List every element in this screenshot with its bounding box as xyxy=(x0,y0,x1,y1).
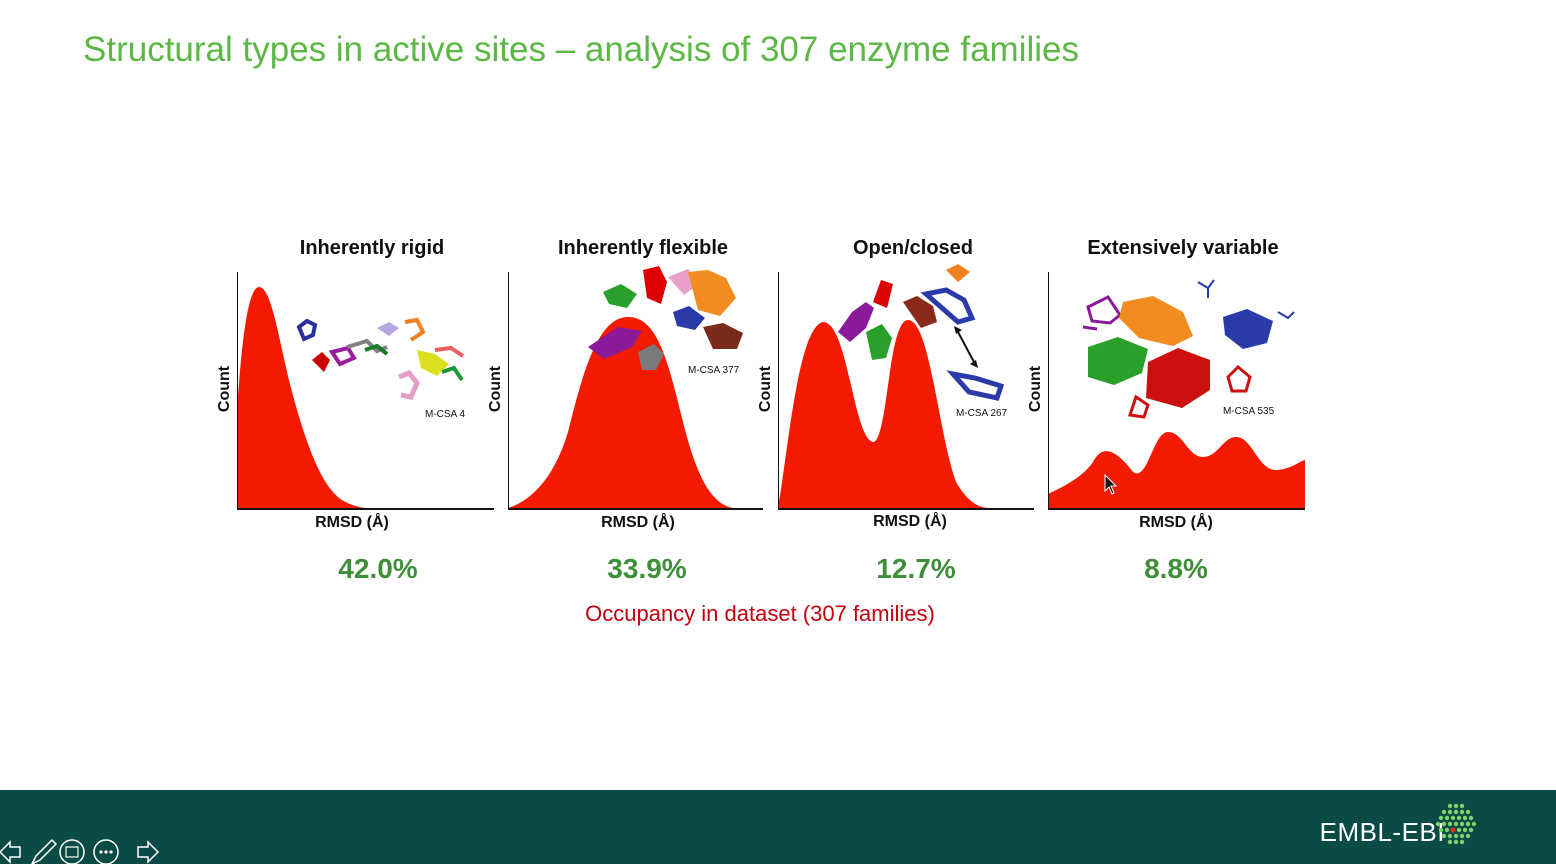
active-site-structure-image xyxy=(1082,279,1295,419)
distribution-plot: M-CSA 267 xyxy=(778,264,1034,510)
occupancy-percent-open-closed: 12.7% xyxy=(876,553,956,584)
previous-arrow-icon[interactable] xyxy=(0,840,21,864)
x-axis-label: RMSD (Å) xyxy=(601,514,675,531)
y-axis-label: Count xyxy=(1027,365,1045,413)
embl-ebi-logo-icon xyxy=(1435,803,1477,845)
more-options-icon[interactable] xyxy=(93,839,119,865)
next-arrow-icon[interactable] xyxy=(137,840,160,864)
example-id-label: M-CSA 267 xyxy=(956,408,1008,419)
panel-title: Inherently rigid xyxy=(299,237,445,259)
example-id-label: M-CSA 535 xyxy=(1223,406,1275,417)
panel-title: Inherently flexible xyxy=(557,237,729,259)
mouse-cursor-icon xyxy=(1104,473,1118,495)
distribution-plot: M-CSA 535 xyxy=(1048,272,1305,510)
x-axis-label: RMSD (Å) xyxy=(873,513,947,530)
y-axis-label: Count xyxy=(216,365,234,413)
embl-ebi-logo-text: EMBL-EBI xyxy=(1319,817,1445,847)
active-site-structure-image xyxy=(838,264,1005,401)
panel-extensively-variable: Extensively variable Count M-CSA 535 RMS… xyxy=(1027,232,1318,542)
distribution-plot: M-CSA 377 xyxy=(508,266,763,510)
x-axis-label: RMSD (Å) xyxy=(315,514,389,531)
panel-title: Extensively variable xyxy=(1087,237,1279,259)
example-id-label: M-CSA 4 xyxy=(425,409,465,420)
presenter-controls xyxy=(0,838,160,866)
active-site-structure-image xyxy=(296,317,465,400)
rmsd-distribution-curve xyxy=(508,317,733,508)
occupancy-percent-variable: 8.8% xyxy=(1144,553,1208,584)
panel-inherently-rigid: Inherently rigid Count M-CSA 4 RMSD (Å) xyxy=(216,232,507,542)
y-axis-label: Count xyxy=(757,365,775,413)
y-axis-label: Count xyxy=(487,365,505,413)
rmsd-distribution-curve xyxy=(1048,432,1305,508)
example-id-label: M-CSA 377 xyxy=(688,365,740,376)
rmsd-distribution-curve xyxy=(237,287,367,508)
occupancy-percent-flexible: 33.9% xyxy=(607,553,687,584)
panel-inherently-flexible: Inherently flexible Count M-CSA 377 RMSD… xyxy=(487,232,778,542)
slide-title: Structural types in active sites – analy… xyxy=(83,30,1079,69)
slides-grid-icon[interactable] xyxy=(59,839,85,865)
slide-footer: EMBL-EBI xyxy=(0,790,1556,866)
active-site-structure-image xyxy=(588,266,743,370)
x-axis-label: RMSD (Å) xyxy=(1139,514,1213,531)
pen-icon[interactable] xyxy=(30,838,58,866)
rmsd-distribution-curve xyxy=(778,320,990,508)
occupancy-percent-rigid: 42.0% xyxy=(338,553,418,584)
occupancy-caption: Occupancy in dataset (307 families) xyxy=(585,601,935,626)
panel-open-closed: Open/closed Count M-CSA 267 RMSD (Å) xyxy=(757,232,1048,542)
panel-title: Open/closed xyxy=(852,237,974,259)
distribution-plot: M-CSA 4 xyxy=(237,272,494,510)
